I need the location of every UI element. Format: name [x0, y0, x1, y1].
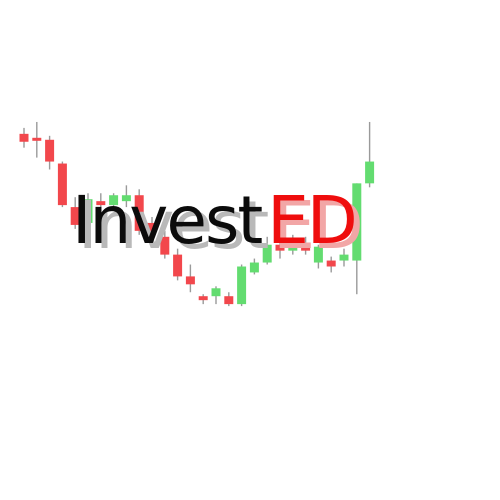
candle-up	[365, 161, 375, 184]
candle-down	[326, 260, 336, 267]
wordmark-shadow-ed: ED	[273, 187, 364, 264]
candle-down	[185, 276, 195, 285]
candle-up	[83, 199, 93, 223]
candle-up	[262, 244, 272, 263]
candle-up	[288, 246, 298, 251]
candle-down	[198, 296, 208, 301]
candle-down	[19, 133, 29, 142]
wordmark-shadow-invest: Invest	[78, 187, 269, 264]
candle-down	[275, 244, 285, 251]
candle-down	[301, 246, 311, 251]
candle-down	[160, 236, 170, 255]
wordmark-shadow: InvestED	[78, 181, 364, 271]
candle-up	[237, 266, 247, 305]
candle-up	[109, 195, 119, 206]
candle-down	[45, 139, 55, 162]
candle-down	[70, 207, 80, 225]
candle-up	[339, 254, 349, 261]
candle-down	[96, 201, 106, 206]
wordmark-invest: Invest	[72, 182, 263, 259]
wordmark-ed: ED	[267, 182, 358, 259]
candle-up	[352, 183, 362, 261]
candle-down	[57, 163, 67, 206]
candle-down	[32, 137, 42, 141]
candle-down	[224, 296, 234, 305]
candle-up	[313, 246, 323, 263]
candle-up	[121, 195, 131, 202]
candle-up	[211, 288, 221, 297]
wordmark-front: InvestED	[72, 176, 358, 266]
candle-up	[249, 262, 259, 273]
candle-down	[147, 222, 157, 233]
candle-down	[134, 195, 144, 231]
candle-down	[173, 254, 183, 277]
